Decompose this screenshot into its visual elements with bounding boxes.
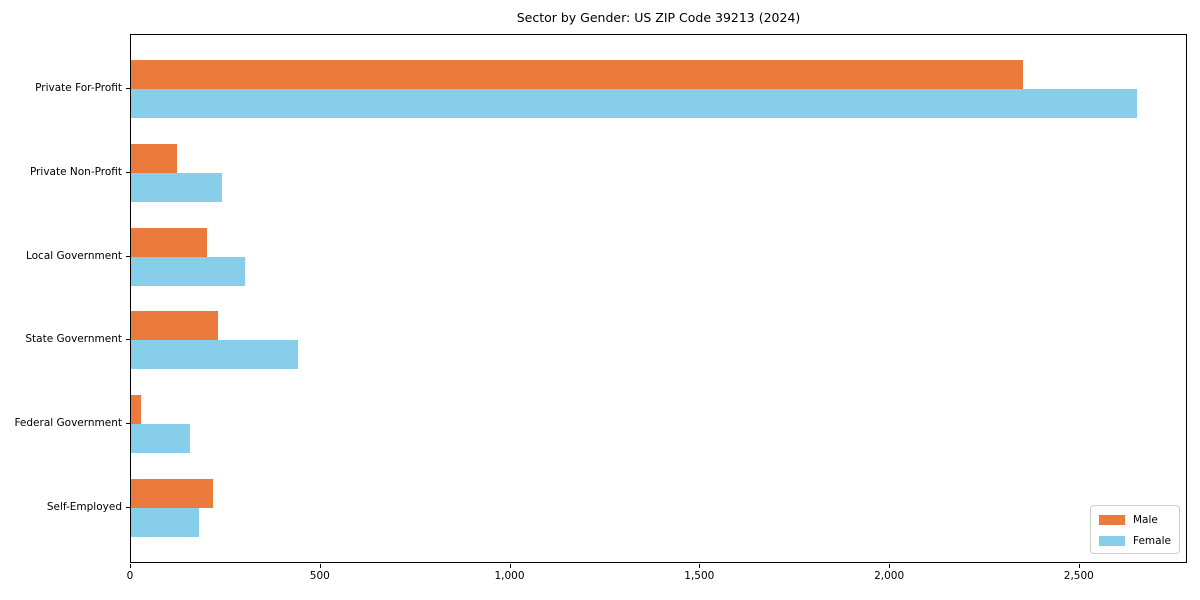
y-tick-mark bbox=[126, 507, 130, 508]
x-tick-label-1000: 1,000 bbox=[494, 570, 525, 582]
chart-title: Sector by Gender: US ZIP Code 39213 (202… bbox=[516, 10, 801, 25]
y-tick-mark bbox=[126, 339, 130, 341]
legend-swatch-male bbox=[1099, 515, 1125, 525]
y-tick-label-local-government: Local Government bbox=[25, 249, 122, 262]
x-tick-label-2000: 2,000 bbox=[874, 570, 905, 582]
bar-female-local-government bbox=[131, 256, 245, 286]
x-tick-label-0: 0 bbox=[126, 570, 134, 582]
bar-male-federal-government bbox=[131, 395, 141, 425]
x-tick-mark bbox=[889, 564, 891, 568]
y-tick-mark bbox=[126, 171, 130, 173]
y-tick-label-private-non-profit: Private Non-Profit bbox=[29, 165, 122, 178]
y-tick-mark bbox=[126, 423, 130, 425]
x-tick-mark bbox=[699, 564, 701, 568]
legend-label-male: Male bbox=[1133, 514, 1158, 526]
x-tick-label-2500: 2,500 bbox=[1063, 570, 1094, 582]
y-tick-label-self-employed: Self-Employed bbox=[46, 501, 122, 513]
y-tick-label-private-for-profit: Private For-Profit bbox=[35, 82, 122, 94]
bar-male-private-non-profit bbox=[131, 143, 177, 173]
legend-entry-female: Female bbox=[1099, 533, 1171, 549]
bar-female-self-employed bbox=[131, 508, 200, 537]
bar-male-local-government bbox=[131, 227, 207, 257]
x-tick-label-500: 500 bbox=[309, 570, 330, 582]
y-tick-label-federal-government: Federal Government bbox=[14, 417, 122, 430]
legend-label-female: Female bbox=[1133, 535, 1171, 547]
legend-swatch-female bbox=[1099, 536, 1125, 546]
y-tick-mark bbox=[126, 255, 130, 257]
plot-area bbox=[130, 34, 1187, 563]
x-tick-mark bbox=[1078, 564, 1080, 568]
y-tick-label-state-government: State Government bbox=[25, 333, 122, 346]
x-tick-mark bbox=[319, 564, 321, 568]
x-tick-mark bbox=[509, 564, 511, 568]
bar-female-state-government bbox=[131, 340, 298, 370]
legend-entry-male: Male bbox=[1099, 512, 1171, 528]
bar-female-private-non-profit bbox=[131, 172, 223, 202]
y-tick-mark bbox=[126, 88, 130, 89]
bar-female-federal-government bbox=[131, 424, 190, 454]
bar-female-private-for-profit bbox=[131, 89, 1137, 118]
x-tick-label-1500: 1,500 bbox=[684, 570, 715, 582]
x-tick-mark bbox=[130, 564, 131, 568]
legend: Male Female bbox=[1090, 505, 1180, 554]
bar-male-state-government bbox=[131, 311, 219, 341]
bar-male-private-for-profit bbox=[131, 60, 1023, 89]
bar-male-self-employed bbox=[131, 479, 213, 508]
